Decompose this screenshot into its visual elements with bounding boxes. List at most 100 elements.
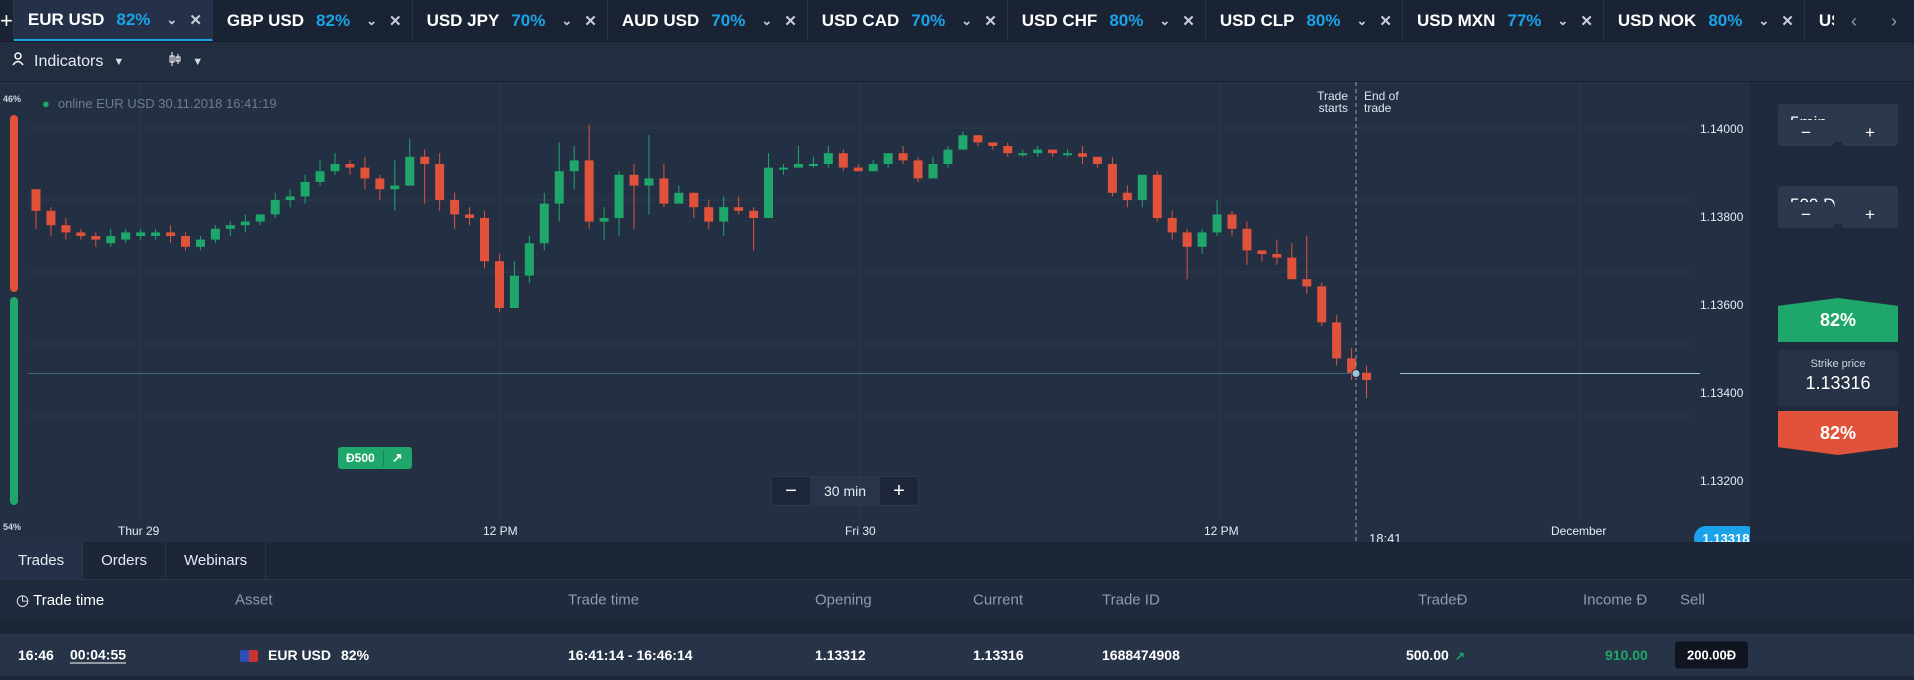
tab-trades[interactable]: Trades xyxy=(0,542,84,579)
close-icon[interactable]: ✕ xyxy=(1379,12,1392,30)
timeframe-value: 30 min xyxy=(810,477,880,505)
zoom-in-button[interactable]: + xyxy=(893,479,905,502)
add-tab-button[interactable]: + xyxy=(0,0,14,41)
asset-tab[interactable]: USD JPY 70% ⌄ ✕ xyxy=(413,0,608,41)
candle-body xyxy=(195,239,205,247)
asset-tab[interactable]: USD MXN 77% ⌄ ✕ xyxy=(1403,0,1604,41)
close-icon[interactable]: ✕ xyxy=(584,12,597,30)
duration-plus-button[interactable]: + xyxy=(1842,120,1898,146)
candle-body xyxy=(1182,232,1192,247)
asset-tab[interactable]: USD CLP 80% ⌄ ✕ xyxy=(1206,0,1403,41)
candle-body xyxy=(913,160,923,179)
chevron-down-icon[interactable]: ⌄ xyxy=(366,12,377,28)
candle-body xyxy=(46,210,56,226)
x-tick: 12 PM xyxy=(1204,524,1239,538)
candle-body xyxy=(973,135,983,143)
x-tick: Thur 29 xyxy=(118,524,160,538)
col-trade: TradeĐ xyxy=(1418,591,1468,609)
candle-body xyxy=(1227,214,1237,229)
asset-tab[interactable]: AUD USD 70% ⌄ ✕ xyxy=(608,0,808,41)
row-current: 1.13316 xyxy=(973,647,1024,663)
chart-type-button[interactable]: ▼ xyxy=(168,51,203,72)
tab-asset-name: USD MXN xyxy=(1416,10,1496,30)
put-button[interactable]: 82% xyxy=(1778,411,1898,455)
candle-body xyxy=(1122,192,1132,200)
amount-plus-button[interactable]: + xyxy=(1842,202,1898,228)
online-status: ● online EUR USD 30.11.2018 16:41:19 xyxy=(42,96,277,111)
chevron-down-icon[interactable]: ⌄ xyxy=(961,12,973,28)
tab-orders[interactable]: Orders xyxy=(83,542,166,579)
price-chart[interactable]: 46% 54% ● online EUR USD 30.11.2018 16:41… xyxy=(0,82,1758,550)
open-trade-marker[interactable]: Đ500 ↗ xyxy=(338,447,412,469)
candle-body xyxy=(136,232,146,236)
chevron-down-icon[interactable]: ⌄ xyxy=(761,12,773,28)
trades-panel: Trades Orders Webinars ◷ Trade time Asset… xyxy=(0,542,1914,680)
sort-trade-time-header[interactable]: ◷ Trade time xyxy=(16,592,105,609)
candle-body xyxy=(1212,214,1222,233)
candle-body xyxy=(285,196,295,200)
tab-asset-name: USD NOK xyxy=(1617,10,1697,30)
asset-tab[interactable]: GBP USD 82% ⌄ ✕ xyxy=(213,0,413,41)
asset-tab[interactable]: EUR USD 82% ⌄ ✕ xyxy=(13,0,213,41)
col-trade-time: Trade time xyxy=(568,591,640,609)
y-tick: 1.13800 xyxy=(1700,210,1744,224)
table-row[interactable]: 16:46 00:04:55 EUR USD 82% 16:41:14 - 16:… xyxy=(0,634,1914,676)
chevron-down-icon[interactable]: ⌄ xyxy=(1356,12,1368,28)
close-icon[interactable]: ✕ xyxy=(1182,12,1195,30)
candle-body xyxy=(943,149,953,164)
asset-tab[interactable]: USD CAD 70% ⌄ ✕ xyxy=(808,0,1008,41)
sell-button[interactable]: 200.00Đ xyxy=(1675,641,1749,669)
chevron-down-icon[interactable]: ⌄ xyxy=(561,12,573,28)
candle-body xyxy=(1197,232,1207,247)
candle-body xyxy=(465,214,475,218)
chevron-left-icon[interactable]: ‹ xyxy=(1851,10,1857,31)
close-icon[interactable]: ✕ xyxy=(984,12,997,30)
asset-tab[interactable]: USD NOK 80% ⌄ ✕ xyxy=(1604,0,1805,41)
candle-body xyxy=(345,164,355,168)
timeframe-zoom: − 30 min + xyxy=(771,476,919,506)
candle-body xyxy=(106,236,116,244)
close-icon[interactable]: ✕ xyxy=(189,11,202,29)
chevron-right-icon[interactable]: › xyxy=(1891,10,1897,31)
eu-us-flag-icon xyxy=(240,650,258,663)
row-trade: 500.00 ↗ xyxy=(1406,647,1465,663)
candle-body xyxy=(1287,257,1297,280)
candle-body xyxy=(450,200,460,215)
strike-price-label: Strike price xyxy=(1810,358,1866,370)
tab-payout-pct: 82% xyxy=(116,9,151,29)
chevron-down-icon[interactable]: ⌄ xyxy=(1758,12,1770,28)
close-icon[interactable]: ✕ xyxy=(388,12,402,30)
zoom-out-button[interactable]: − xyxy=(785,479,797,502)
candle-body xyxy=(255,214,265,222)
candle-body xyxy=(1332,322,1342,359)
chevron-down-icon[interactable]: ⌄ xyxy=(1557,12,1569,28)
close-icon[interactable]: ✕ xyxy=(784,12,797,30)
candle-body xyxy=(91,236,101,240)
tab-scroll-arrows: ‹ › xyxy=(1834,0,1914,41)
amount-minus-button[interactable]: − xyxy=(1778,202,1834,228)
asset-tab[interactable]: USD CHF 80% ⌄ ✕ xyxy=(1008,0,1206,41)
tab-webinars[interactable]: Webinars xyxy=(166,542,267,579)
indicators-button[interactable]: Indicators ▼ xyxy=(12,52,124,71)
duration-minus-button[interactable]: − xyxy=(1778,120,1834,146)
candle-body xyxy=(704,207,714,222)
candle-body xyxy=(524,243,534,276)
candle-body xyxy=(749,210,759,218)
call-button[interactable]: 82% xyxy=(1778,298,1898,342)
chevron-down-icon[interactable]: ⌄ xyxy=(166,11,178,27)
candle-body xyxy=(779,167,788,170)
candle-body xyxy=(958,135,968,150)
row-id: 1688474908 xyxy=(1102,647,1180,663)
candle-body xyxy=(599,218,609,222)
asset-tab-bar: + EUR USD 82% ⌄ ✕ GBP USD 82% ⌄ ✕ USD JPY 70% ⌄ ✕ AU… xyxy=(0,0,1914,42)
row-range: 16:41:14 - 16:46:14 xyxy=(568,647,693,663)
candle-body xyxy=(659,178,669,204)
close-icon[interactable]: ✕ xyxy=(1781,12,1794,30)
chevron-down-icon[interactable]: ⌄ xyxy=(1159,12,1171,28)
candle-body xyxy=(121,232,131,240)
arrow-up-right-icon: ↗ xyxy=(1454,649,1465,663)
col-sell: Sell xyxy=(1680,591,1706,609)
trade-panel: 5min − + 500 Đ − + 82% Strike price 1.13… xyxy=(1750,82,1914,542)
close-icon[interactable]: ✕ xyxy=(1580,12,1593,30)
status-dot-icon: ● xyxy=(42,96,50,111)
